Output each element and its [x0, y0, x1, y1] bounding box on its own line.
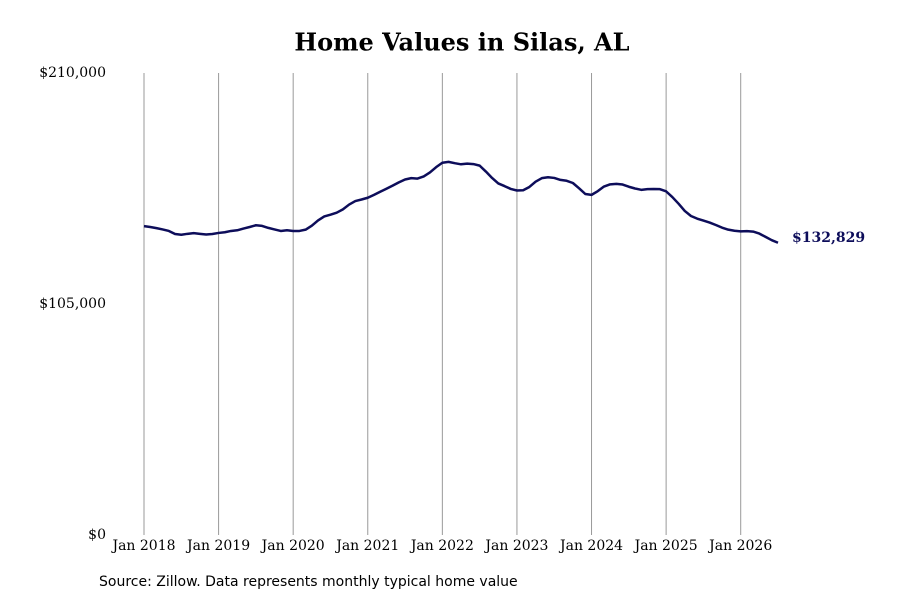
- x-tick-label: Jan 2025: [633, 538, 698, 554]
- y-tick-label: $210,000: [39, 65, 106, 81]
- x-tick-label: Jan 2026: [707, 538, 772, 554]
- x-tick-label: Jan 2018: [110, 538, 175, 554]
- x-tick-label: Jan 2019: [185, 538, 250, 554]
- x-tick-label: Jan 2021: [334, 538, 399, 554]
- y-tick-label: $0: [88, 527, 106, 543]
- source-note: Source: Zillow. Data represents monthly …: [99, 574, 518, 590]
- x-tick-label: Jan 2024: [558, 538, 623, 554]
- line-series: [143, 160, 779, 244]
- x-tick-label: Jan 2023: [483, 538, 548, 554]
- y-tick-label: $105,000: [39, 296, 106, 312]
- x-tick-label: Jan 2020: [260, 538, 325, 554]
- chart-title: Home Values in Silas, AL: [294, 28, 629, 57]
- x-tick-label: Jan 2022: [409, 538, 474, 554]
- value-label: $132,829: [792, 230, 865, 246]
